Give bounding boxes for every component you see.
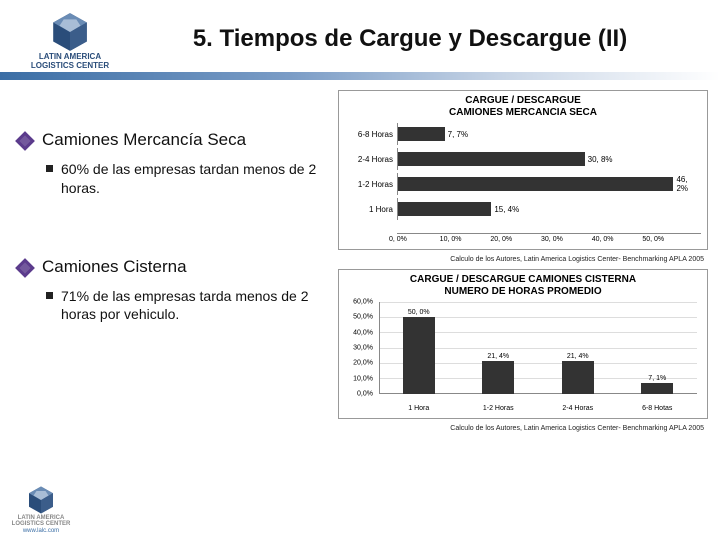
chart1-xtick: 50, 0% (642, 236, 693, 243)
chart2-xlabel: 1-2 Horas (466, 405, 530, 412)
square-icon (46, 165, 53, 172)
chart1-bar (398, 152, 585, 166)
right-column: CARGUE / DESCARGUE CAMIONES MERCANCIA SE… (338, 90, 708, 520)
chart2-value: 21, 4% (567, 353, 589, 360)
brand-url: www.lalc.com (23, 528, 59, 534)
chart1-xtick: 10, 0% (440, 236, 491, 243)
chart2-value: 7, 1% (648, 375, 666, 382)
cube-icon (26, 485, 56, 515)
chart1-value: 30, 8% (588, 155, 613, 164)
chart2-ytick: 0,0% (357, 391, 373, 398)
chart1-value: 15, 4% (494, 205, 519, 214)
chart2-ytick: 10,0% (353, 375, 373, 382)
cube-icon (49, 11, 91, 53)
chart2-title-line1: CARGUE / DESCARGUE CAMIONES CISTERNA (345, 274, 701, 286)
chart1-ylabel: 1-2 Horas (345, 180, 393, 189)
chart2-title: CARGUE / DESCARGUE CAMIONES CISTERNA NUM… (345, 274, 701, 298)
chart1-xaxis: 0, 0%10, 0%20, 0%30, 0%40, 0%50, 0% (397, 233, 701, 243)
chart2-value: 50, 0% (408, 309, 430, 316)
chart2-ytick: 60,0% (353, 299, 373, 306)
section1-sub: 60% de las empresas tardan menos de 2 ho… (46, 160, 332, 196)
chart1-xtick: 20, 0% (490, 236, 541, 243)
chart2-bar (482, 361, 514, 394)
chart2-col: 50, 0% (387, 309, 451, 394)
chart1-ylabel: 1 Hora (345, 205, 393, 214)
chart2-ytick: 20,0% (353, 360, 373, 367)
chart2-xlabel: 1 Hora (387, 405, 451, 412)
chart1-ylabel: 2-4 Horas (345, 155, 393, 164)
chart2-bar (641, 383, 673, 394)
square-icon (46, 292, 53, 299)
chart2-ytick: 40,0% (353, 329, 373, 336)
brand-line2-small: LOGISTICS CENTER (12, 521, 71, 528)
chart2-ytick: 50,0% (353, 314, 373, 321)
chart2-source: Calculo de los Autores, Latin America Lo… (338, 423, 708, 438)
brand-line2: LOGISTICS CENTER (31, 62, 109, 71)
chart1-title-line2: CAMIONES MERCANCIA SECA (345, 107, 701, 119)
chart2-xlabel: 6-8 Hotas (625, 405, 689, 412)
header-divider (0, 72, 720, 80)
chart2-col: 21, 4% (466, 353, 530, 394)
chart2-ytick: 30,0% (353, 345, 373, 352)
chart1-row: 6-8 Horas7, 7% (397, 123, 701, 145)
section2-sub: 71% de las empresas tarda menos de 2 hor… (46, 287, 332, 323)
section1-heading-text: Camiones Mercancía Seca (42, 130, 246, 150)
logo-footer: LATIN AMERICA LOGISTICS CENTER www.lalc.… (6, 485, 76, 534)
chart1-xtick: 30, 0% (541, 236, 592, 243)
chart1-row: 2-4 Horas30, 8% (397, 148, 701, 170)
chart1-title: CARGUE / DESCARGUE CAMIONES MERCANCIA SE… (345, 95, 701, 119)
chart2-title-line2: NUMERO DE HORAS PROMEDIO (345, 286, 701, 298)
section2-heading-text: Camiones Cisterna (42, 257, 187, 277)
chart1-title-line1: CARGUE / DESCARGUE (345, 95, 701, 107)
chart2-xlabel: 2-4 Horas (546, 405, 610, 412)
chart1-value: 46, 2% (676, 175, 701, 193)
chart2-plot: 0,0% 10,0% 20,0% 30,0% 40,0% 50,0% 60,0% 50, 0… (345, 302, 701, 412)
chart2-bar (403, 317, 435, 394)
page-title: 5. Tiempos de Cargue y Descargue (II) (140, 25, 720, 54)
chart2: CARGUE / DESCARGUE CAMIONES CISTERNA NUM… (338, 269, 708, 419)
brand-line1-small: LATIN AMERICA (12, 515, 71, 522)
section2-sub-text: 71% de las empresas tarda menos de 2 hor… (61, 287, 332, 323)
chart2-value: 21, 4% (487, 353, 509, 360)
chart2-yaxis: 0,0%10,0%20,0%30,0%40,0%50,0%60,0% (345, 302, 375, 394)
chart1-row: 1 Hora15, 4% (397, 198, 701, 220)
diamond-icon (15, 258, 35, 278)
chart1-source: Calculo de los Autores, Latin America Lo… (338, 254, 708, 269)
chart2-bars: 50, 0% 21, 4% 21, 4% 7, 1% (379, 302, 697, 394)
section2-heading: Camiones Cisterna (18, 257, 332, 277)
chart1-plot: 6-8 Horas7, 7%2-4 Horas30, 8%1-2 Horas46… (345, 123, 701, 233)
chart2-col: 7, 1% (625, 375, 689, 394)
left-column: Camiones Mercancía Seca 60% de las empre… (8, 90, 338, 520)
chart1-bar (398, 202, 491, 216)
chart1-bar (398, 127, 445, 141)
logo-header: LATIN AMERICA LOGISTICS CENTER (0, 0, 140, 79)
diamond-icon (15, 131, 35, 151)
chart2-bar (562, 361, 594, 394)
header: LATIN AMERICA LOGISTICS CENTER 5. Tiempo… (0, 0, 720, 80)
chart1-ylabel: 6-8 Horas (345, 130, 393, 139)
content: Camiones Mercancía Seca 60% de las empre… (0, 80, 720, 520)
section1-sub-text: 60% de las empresas tardan menos de 2 ho… (61, 160, 332, 196)
chart2-col: 21, 4% (546, 353, 610, 394)
chart1-value: 7, 7% (448, 130, 468, 139)
chart1-xtick: 0, 0% (389, 236, 440, 243)
chart1-xtick: 40, 0% (592, 236, 643, 243)
chart2-xaxis: 1 Hora 1-2 Horas 2-4 Horas 6-8 Hotas (379, 405, 697, 412)
section1-heading: Camiones Mercancía Seca (18, 130, 332, 150)
chart1: CARGUE / DESCARGUE CAMIONES MERCANCIA SE… (338, 90, 708, 250)
chart1-row: 1-2 Horas46, 2% (397, 173, 701, 195)
chart1-bar (398, 177, 673, 191)
